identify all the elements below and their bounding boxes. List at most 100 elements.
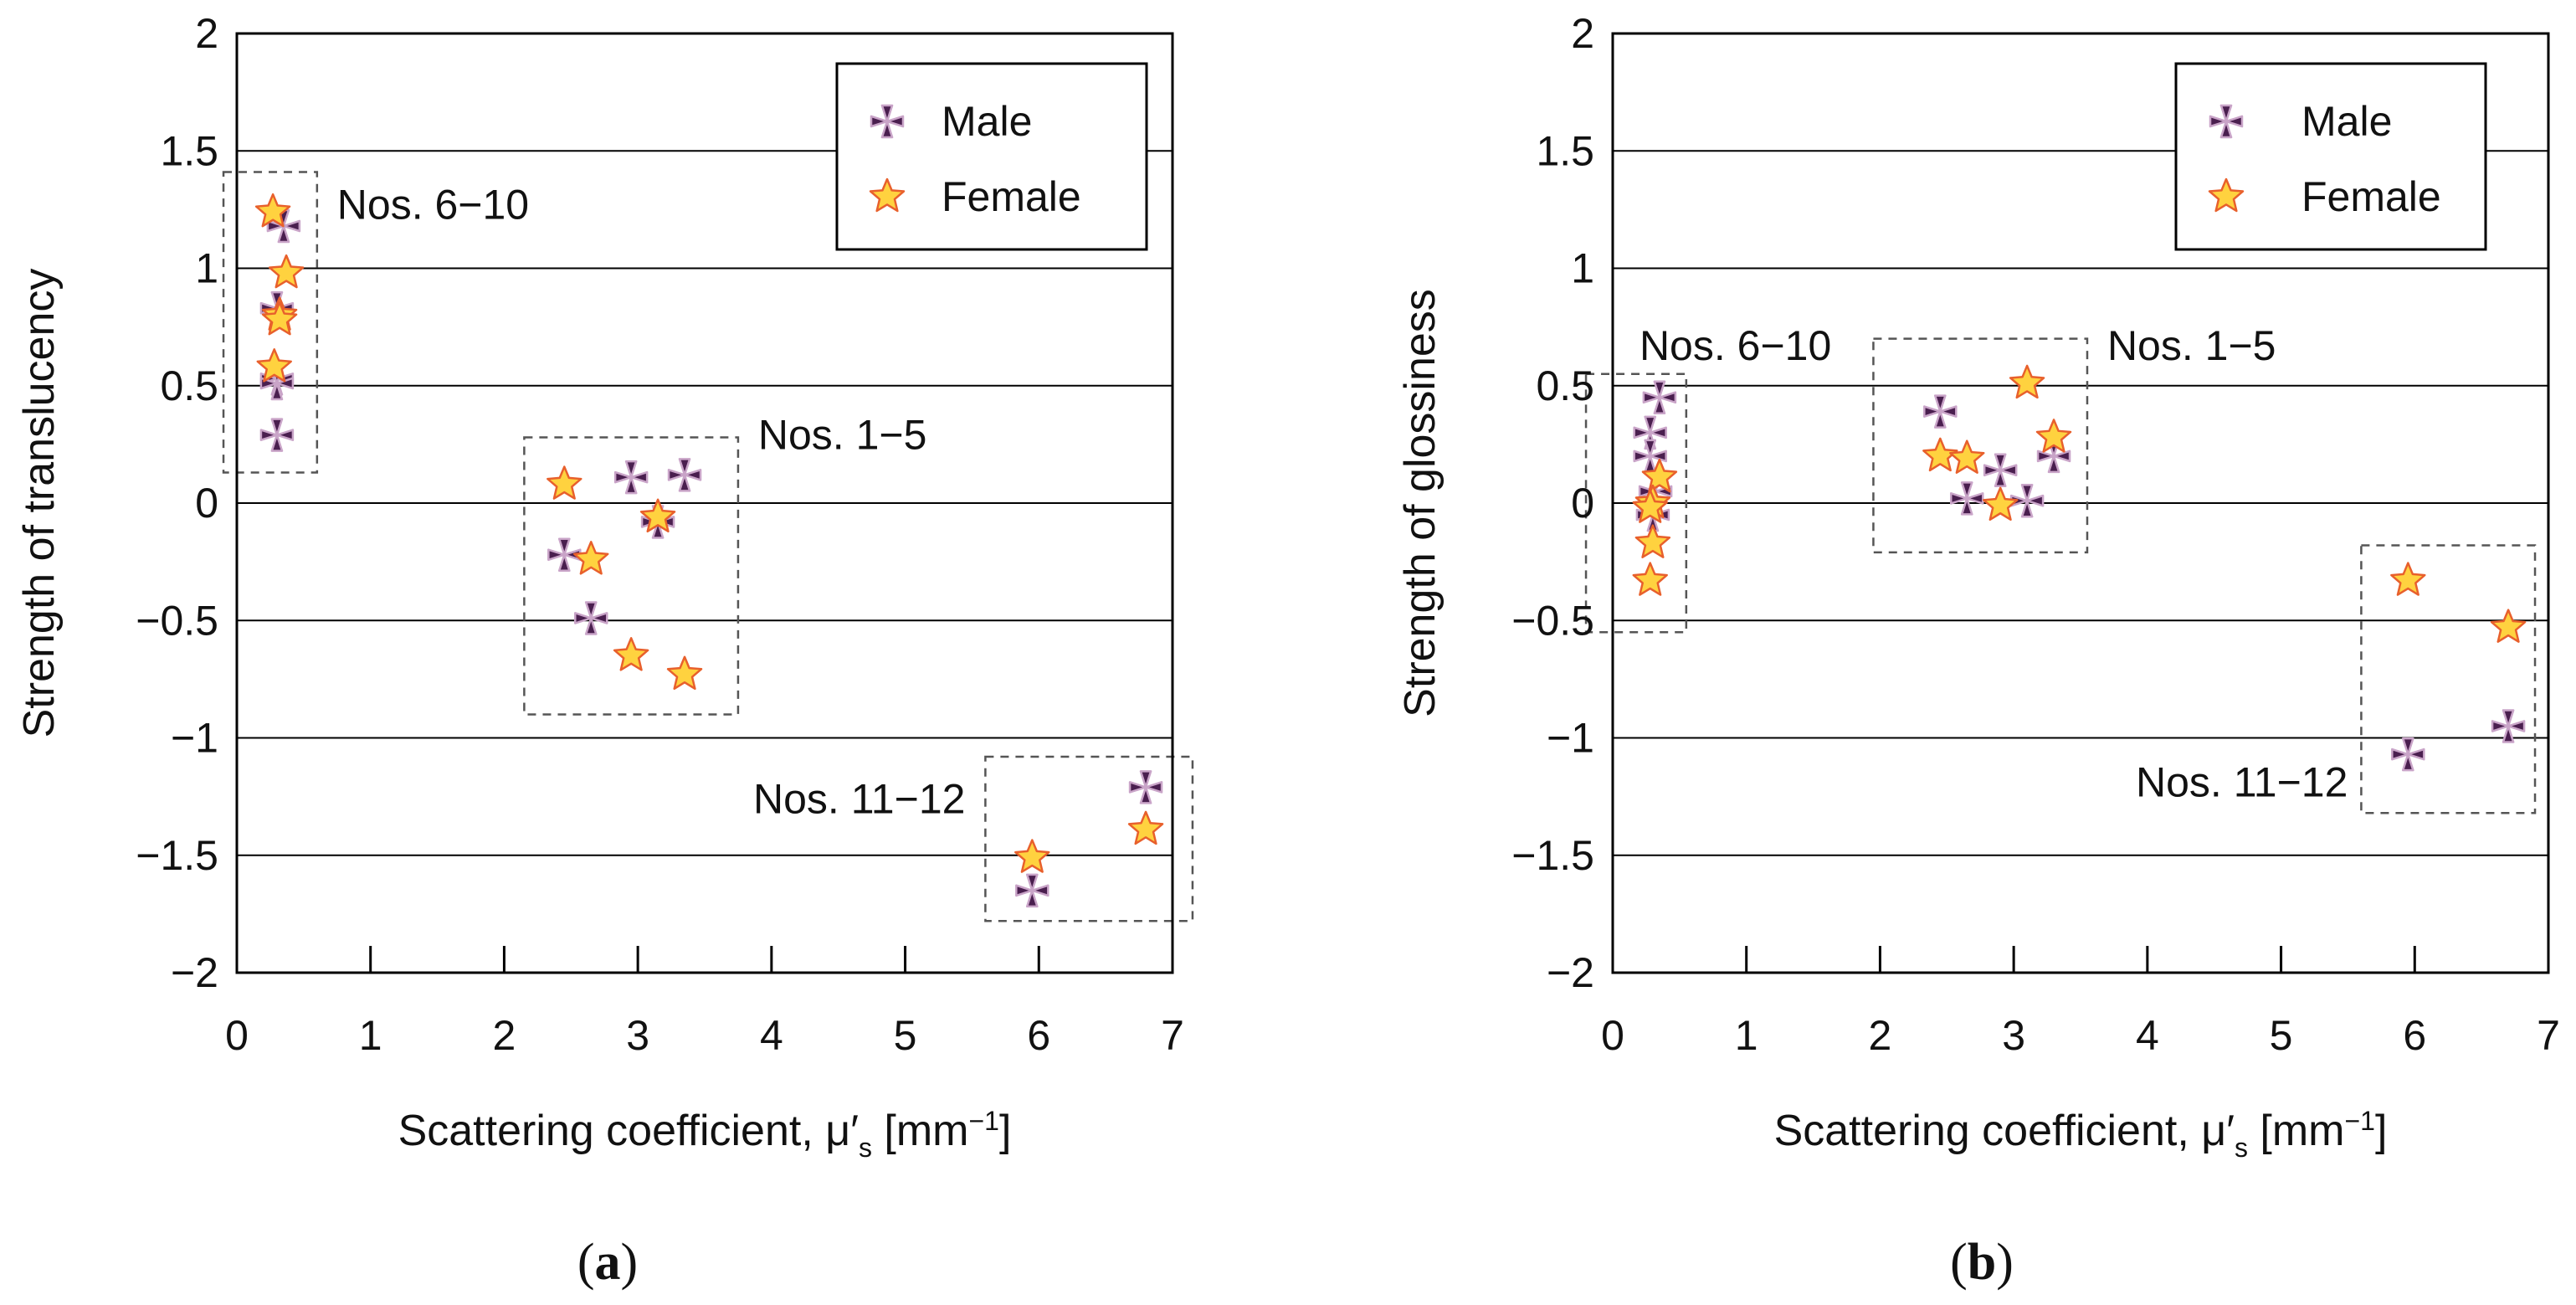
panel-a-xlabel-unit: [mm: [872, 1107, 969, 1155]
panel-a-point-female: [573, 541, 609, 575]
panel-b-xlabel-unit: [mm: [2248, 1107, 2345, 1155]
panel-b-points: [1632, 364, 2527, 772]
panel-b-ytick-label: 1: [1571, 245, 1594, 292]
panel-a-xtick-label: 7: [1161, 1012, 1184, 1059]
panel-b-groups: Nos. 6−10 Nos. 1−5 Nos. 11−12: [1584, 322, 2537, 814]
panel-b-xtick-label: 0: [1601, 1012, 1624, 1059]
panel-b-xlabel-sup: −1: [2344, 1106, 2374, 1136]
panel-b-xticks: [1745, 946, 2416, 973]
panel-b-legend-male-label: Male: [2301, 98, 2392, 145]
panel-a-point-female: [1127, 810, 1164, 845]
panel-b-group-label: Nos. 11−12: [2136, 759, 2348, 806]
panel-a-point-male: [1015, 873, 1049, 908]
panel-a-group-box: [222, 171, 319, 474]
panel-a-ylabel: Strength of translucency: [15, 269, 64, 738]
panel-a-point-female: [268, 254, 305, 289]
panel-a-xtick-label: 6: [1027, 1012, 1050, 1059]
panel-a-point-male: [1128, 770, 1163, 804]
panel-a-xtick-label: 0: [225, 1012, 249, 1059]
panel-b-group-label: Nos. 1−5: [2107, 322, 2276, 369]
panel-b-ytick-label: 1.5: [1536, 127, 1594, 174]
panel-b-plot-frame: [1611, 32, 2550, 974]
panel-a-legend-female-symbol: [869, 177, 906, 213]
panel-b-legend-male-symbol: [2209, 104, 2244, 139]
panel-b-ytick-label: 0.5: [1536, 362, 1594, 409]
panel-a-legend-box: [835, 62, 1148, 251]
panel-a-xlabel-sup: −1: [968, 1106, 998, 1136]
panel-b-xlabel-close: ]: [2375, 1107, 2387, 1155]
panel-b: Nos. 6−10 Nos. 1−5 Nos. 11−12 −2 −1.5 −1 −0.5…: [1396, 10, 2560, 1291]
panel-b-ytick-label: 0: [1571, 480, 1594, 527]
panel-b-point-female: [2390, 562, 2426, 596]
panel-b-point-female: [2009, 364, 2045, 399]
panel-b-xtick-label: 2: [1869, 1012, 1892, 1059]
panel-a-point-female: [639, 498, 676, 533]
panel-a-xtick-label: 2: [493, 1012, 516, 1059]
panel-b-xtick-label: 6: [2403, 1012, 2426, 1059]
panel-a-ytick-label: 2: [195, 10, 218, 57]
panel-a-point-female: [547, 465, 582, 500]
panel-b-xtick-label: 3: [2002, 1012, 2025, 1059]
panel-a-point-male: [259, 418, 295, 452]
panel-a-xlabel: Scattering coefficient, μ′s [mm−1]: [398, 1106, 1012, 1163]
panel-b-legend-male-marker: [2209, 104, 2244, 139]
panel-a-legend-male-marker: [870, 104, 905, 139]
panel-a-group-label: Nos. 11−12: [753, 775, 965, 822]
panel-b-legend-female-label: Female: [2301, 173, 2441, 220]
panel-a-ytick-label: 0.5: [160, 362, 218, 409]
panel-b-ytick-label: −1: [1547, 715, 1594, 762]
panel-a-point-female: [254, 193, 291, 228]
panel-b-point-male: [1633, 439, 1667, 474]
panel-b-ytick-label: 2: [1571, 10, 1594, 57]
panel-b-xtick-label: 5: [2270, 1012, 2293, 1059]
panel-b-ytick-label: −2: [1547, 949, 1594, 996]
panel-b-xlabel-sub: s: [2235, 1133, 2248, 1163]
panel-b-point-female: [2035, 419, 2072, 453]
panel-b-legend-female-symbol: [2208, 177, 2245, 213]
panel-b-xlabel: Scattering coefficient, μ′s [mm−1]: [1774, 1106, 2388, 1163]
panel-b-point-male: [1983, 453, 2018, 487]
panel-b-point-male: [1949, 481, 1984, 516]
panel-a-ytick-labels: −2 −1.5 −1 −0.5 0 0.5 1 1.5 2: [136, 10, 218, 996]
panel-a-group-box: [984, 755, 1194, 922]
panel-a-xlabel-main: Scattering coefficient, μ′: [398, 1107, 859, 1155]
panel-b-xtick-label: 7: [2537, 1012, 2560, 1059]
panel-a-ytick-label: −2: [171, 949, 218, 996]
panel-b-legend: Male Female: [2174, 62, 2487, 251]
panel-a-group-label: Nos. 1−5: [758, 411, 927, 458]
panel-a-legend-male-symbol: [870, 104, 905, 139]
panel-a-xtick-label: 5: [894, 1012, 917, 1059]
panel-a-legend-female-label: Female: [942, 173, 1081, 220]
panel-a-legend-male-label: Male: [942, 98, 1032, 145]
panel-a-plot-frame: [235, 32, 1174, 974]
panel-b-group-box: [1584, 372, 1688, 634]
panel-b-legend-box: [2174, 62, 2487, 251]
panel-b-xtick-labels: 0 1 2 3 4 5 6 7: [1601, 1012, 2560, 1059]
panel-a-ytick-label: −1: [171, 715, 218, 762]
panel-b-point-male: [1642, 380, 1677, 415]
panel-a-xtick-label: 1: [359, 1012, 382, 1059]
panel-a-point-female: [666, 655, 703, 690]
panel-a-point-male: [573, 601, 608, 635]
panel-a-groups: Nos. 6−10 Nos. 1−5 Nos. 11−12: [222, 171, 1194, 922]
panel-a-ytick-label: −0.5: [136, 597, 218, 644]
panel-a-label-letter: a: [595, 1234, 621, 1291]
panel-b-point-male: [1633, 415, 1667, 450]
panel-a: Nos. 6−10 Nos. 1−5 Nos. 11−12 −2 −1.5 −1 −0.5…: [15, 10, 1194, 1291]
panel-a-xlabel-sub: s: [859, 1133, 872, 1163]
panel-b-ytick-label: −1.5: [1511, 832, 1594, 879]
panel-a-ytick-label: −1.5: [136, 832, 218, 879]
panel-a-points: [254, 193, 1164, 908]
panel-a-point-female: [256, 348, 292, 383]
panel-b-group-box: [2360, 544, 2537, 814]
panel-b-point-male: [1923, 394, 1958, 429]
panel-a-point-female: [613, 637, 649, 671]
panel-a-ytick-label: 1: [195, 245, 218, 292]
panel-a-group-box: [523, 436, 740, 716]
panel-b-ytick-label: −0.5: [1511, 597, 1594, 644]
panel-a-xtick-label: 4: [760, 1012, 783, 1059]
panel-b-ytick-labels: −2 −1.5 −1 −0.5 0 0.5 1 1.5 2: [1511, 10, 1594, 996]
panel-b-point-male: [2391, 737, 2425, 772]
panel-b-point-female: [1634, 524, 1671, 558]
